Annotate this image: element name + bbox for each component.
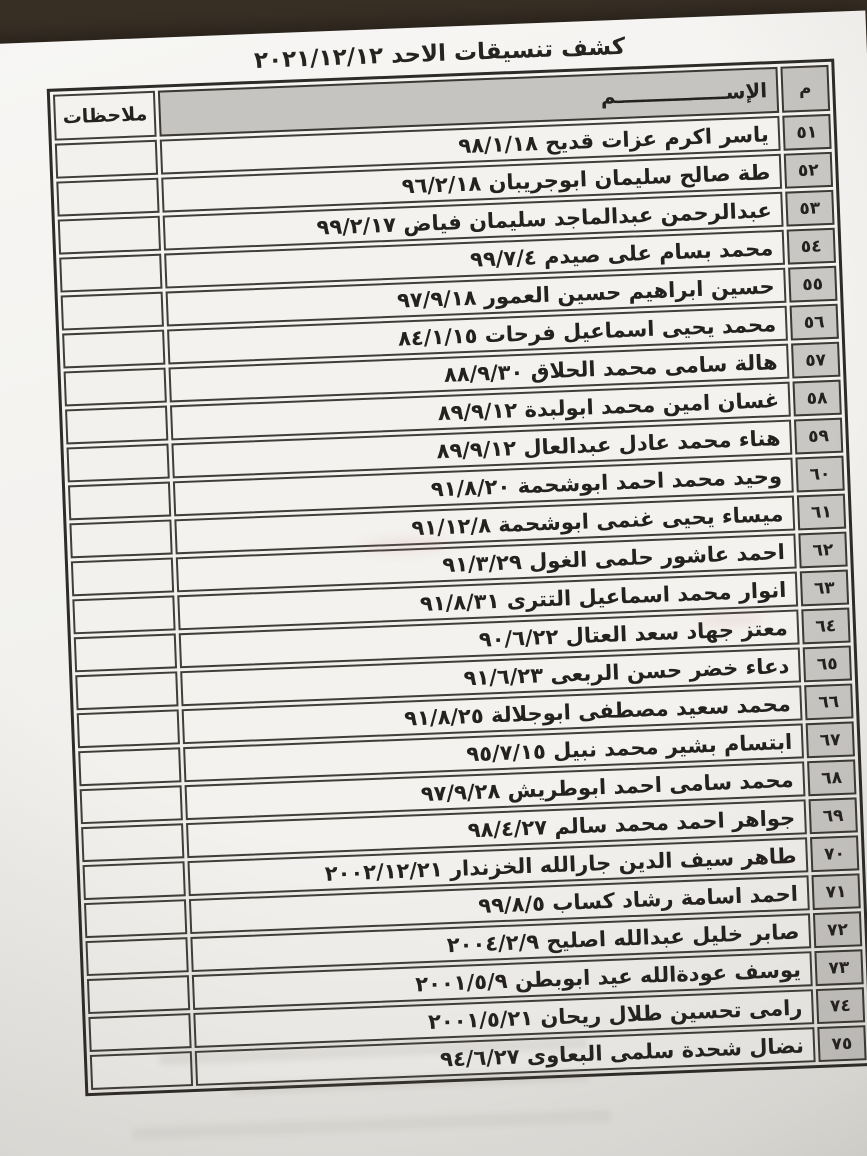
serial-cell: ٥١ <box>782 113 832 151</box>
notes-cell <box>85 937 190 977</box>
serial-cell: ٧٤ <box>815 987 866 1025</box>
paper-content: كشف تنسيقات الاحد ٢٠٢١/١٢/١٢ م الإســـــ… <box>0 10 867 1141</box>
serial-cell: ٦٨ <box>806 759 857 797</box>
notes-cell <box>89 1051 194 1090</box>
serial-cell: ٦٦ <box>803 683 854 721</box>
notes-cell <box>75 671 179 711</box>
serial-cell: ٦٩ <box>808 797 858 835</box>
notes-cell <box>60 291 165 331</box>
notes-cell <box>67 481 172 521</box>
notes-cell <box>54 139 159 179</box>
serial-cell: ٥٢ <box>783 151 834 189</box>
serial-cell: ٦٤ <box>801 607 851 645</box>
notes-cell <box>78 747 182 787</box>
notes-cell <box>82 861 187 901</box>
roster-table-body: ٥١ ياسر اكرم عزات قديح ٩٨/١/١٨ ٥٢ طة صال… <box>54 113 867 1090</box>
bleed-through-mark <box>131 1109 612 1141</box>
notes-cell <box>66 443 171 483</box>
serial-cell: ٦٥ <box>802 645 853 683</box>
notes-cell <box>79 785 184 825</box>
roster-table: م الإســــــــــــــــم ملاحظات ٥١ ياسر … <box>46 58 867 1097</box>
notes-cell <box>63 367 168 407</box>
serial-cell: ٥٧ <box>790 341 841 379</box>
notes-cell <box>84 899 188 939</box>
paper-sheet: كشف تنسيقات الاحد ٢٠٢١/١٢/١٢ م الإســـــ… <box>0 10 867 1156</box>
notes-cell <box>57 215 162 255</box>
serial-cell: ٧٢ <box>812 911 863 949</box>
notes-cell <box>62 329 166 369</box>
notes-cell <box>72 595 177 635</box>
notes-cell <box>59 253 163 293</box>
serial-cell: ٥٩ <box>793 417 844 455</box>
serial-cell: ٥٤ <box>786 227 836 265</box>
serial-cell: ٦٢ <box>798 531 848 569</box>
serial-cell: ٧٣ <box>814 949 864 987</box>
notes-cell <box>73 633 178 673</box>
serial-cell: ٥٣ <box>785 189 835 227</box>
notes-cell <box>70 557 175 597</box>
notes-cell <box>81 823 185 863</box>
notes-cell <box>69 519 174 559</box>
serial-cell: ٦١ <box>796 493 847 531</box>
notes-column-header: ملاحظات <box>52 90 158 141</box>
serial-cell: ٧٥ <box>817 1025 867 1063</box>
serial-cell: ٥٨ <box>792 379 842 417</box>
notes-cell <box>56 177 160 217</box>
notes-cell <box>88 1013 193 1052</box>
serial-cell: ٧٠ <box>809 835 860 873</box>
notes-cell <box>76 709 181 749</box>
serial-cell: ٥٦ <box>789 303 839 341</box>
serial-cell: ٥٥ <box>787 265 838 303</box>
serial-cell: ٦٠ <box>795 455 845 493</box>
notes-cell <box>86 975 191 1015</box>
serial-column-header: م <box>780 64 831 113</box>
serial-cell: ٧١ <box>811 873 861 911</box>
notes-cell <box>65 405 169 445</box>
serial-cell: ٦٣ <box>799 569 850 607</box>
serial-cell: ٦٧ <box>805 721 855 759</box>
